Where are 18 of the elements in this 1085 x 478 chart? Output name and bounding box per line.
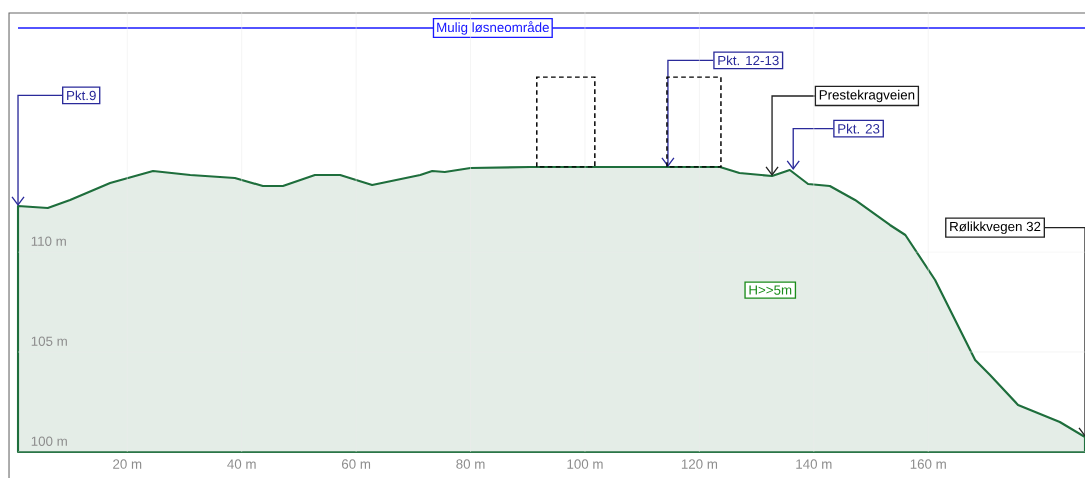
x-tick-label: 20 m <box>113 459 142 469</box>
x-tick-label: 100 m <box>567 459 603 469</box>
y-tick-label: 105 m <box>31 336 67 346</box>
x-tick-label: 140 m <box>796 459 832 469</box>
x-tick-label: 60 m <box>341 459 371 469</box>
annotation: Pkt.9 <box>67 90 96 101</box>
annotation: Rølikkvegen 32 <box>950 221 1041 234</box>
annotation: Pkt. 12-13 <box>718 55 779 66</box>
annotation: Prestekragveien <box>819 89 915 103</box>
x-tick-label: 80 m <box>456 459 485 469</box>
annotation: Pkt. 23 <box>838 123 880 134</box>
x-tick-label: 160 m <box>910 459 946 469</box>
y-tick-label: 100 m <box>31 436 67 446</box>
ref-line-label: Mulig løsneområde <box>437 21 549 35</box>
y-tick-label: 110 m <box>31 236 66 246</box>
x-tick-label: 120 m <box>681 459 718 469</box>
x-tick-label: 40 m <box>227 459 256 469</box>
annotation: H>>5m <box>749 285 792 295</box>
